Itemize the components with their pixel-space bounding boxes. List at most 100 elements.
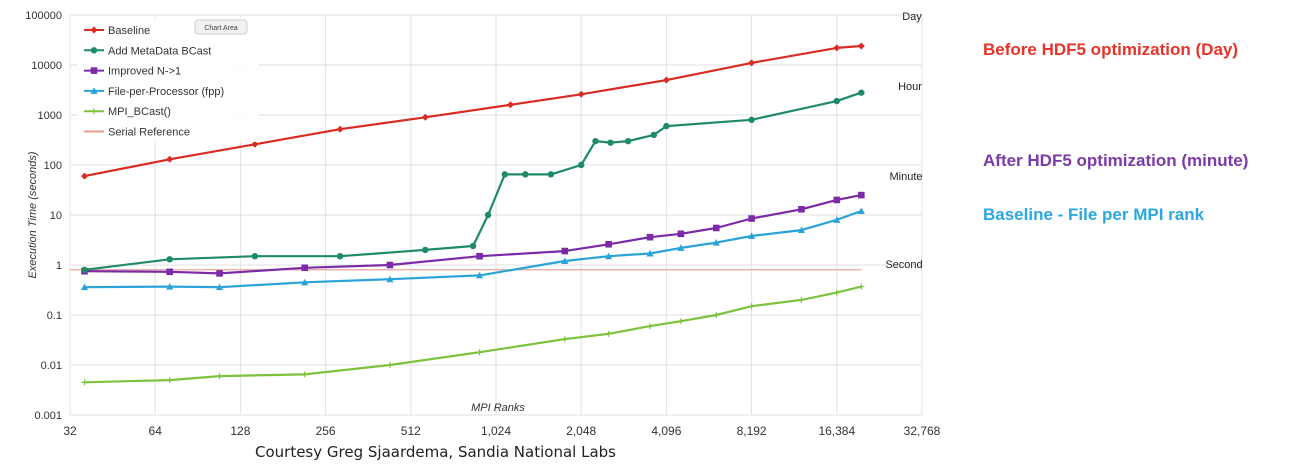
data-point-baseline [421, 113, 429, 121]
data-point-baseline [336, 125, 344, 133]
data-point-add-metadata-bcast [624, 137, 632, 145]
legend-box [78, 18, 258, 142]
data-point-baseline [857, 42, 865, 50]
legend-label: Serial Reference [108, 127, 190, 139]
y-tick-label: 10 [50, 210, 62, 222]
chart-area-tag [194, 19, 248, 35]
data-point-improved-n-1 [712, 224, 720, 232]
data-point-add-metadata-bcast [501, 171, 509, 178]
reference-label-second: Second [885, 259, 922, 271]
y-tick-label: 1000 [38, 110, 62, 122]
legend-label: File-per-Processor (fpp) [108, 86, 224, 98]
data-point-improved-n-1 [476, 252, 483, 260]
data-point-add-metadata-bcast [578, 161, 585, 169]
legend-marker [90, 87, 98, 94]
data-point-add-metadata-bcast [251, 252, 259, 260]
data-point-improved-n-1 [386, 261, 394, 269]
data-point-baseline [833, 44, 841, 52]
reference-label-minute: Minute [889, 171, 922, 183]
data-point-file-per-processor-fpp [748, 232, 756, 240]
data-point-add-metadata-bcast [81, 266, 88, 274]
reference-label-hour: Hour [898, 81, 922, 93]
data-point-add-metadata-bcast [833, 97, 840, 105]
x-tick-label: 256 [316, 424, 336, 438]
y-tick-label: 0.01 [41, 360, 62, 372]
annotation-after: After HDF5 optimization (minute) [983, 151, 1249, 170]
data-point-add-metadata-bcast [748, 116, 755, 124]
data-point-improved-n-1 [166, 268, 173, 276]
data-point-add-metadata-bcast [522, 171, 529, 178]
data-point-improved-n-1 [646, 233, 654, 241]
data-point-improved-n-1 [677, 230, 685, 238]
data-point-file-per-processor-fpp [166, 282, 174, 290]
data-point-file-per-processor-fpp [857, 207, 865, 215]
x-axis-label: MPI Ranks [471, 402, 525, 414]
data-point-improved-n-1 [216, 270, 223, 277]
data-point-file-per-processor-fpp [215, 283, 224, 291]
y-tick-label: 100000 [25, 10, 62, 22]
y-tick-label: 0.1 [47, 310, 62, 322]
legend-label: Baseline [108, 25, 150, 37]
legend-label: Add MetaData BCast [108, 45, 211, 57]
data-point-add-metadata-bcast [336, 252, 344, 260]
data-point-file-per-processor-fpp [797, 226, 806, 234]
legend-marker [90, 47, 98, 54]
y-axis-label: Execution Time (seconds) [27, 151, 39, 278]
data-point-add-metadata-bcast [650, 131, 658, 139]
data-point-improved-n-1 [798, 206, 805, 213]
x-tick-label: 1,024 [481, 424, 511, 438]
data-point-add-metadata-bcast [469, 242, 477, 250]
data-point-add-metadata-bcast [547, 171, 555, 178]
data-point-baseline [251, 140, 259, 148]
data-point-add-metadata-bcast [422, 246, 429, 254]
x-tick-label: 16,384 [818, 424, 855, 438]
data-point-add-metadata-bcast [592, 137, 599, 145]
data-point-baseline [166, 155, 174, 163]
data-point-file-per-processor-fpp [561, 257, 569, 265]
x-tick-label: 32 [63, 424, 77, 438]
legend-marker [90, 67, 98, 74]
data-point-baseline [577, 90, 585, 98]
data-point-improved-n-1 [561, 247, 569, 255]
chart-area-tag-label: Chart Area [204, 25, 238, 32]
y-tick-label: 1 [56, 260, 62, 272]
data-point-file-per-processor-fpp [712, 239, 720, 246]
data-point-add-metadata-bcast [663, 122, 670, 130]
chart-area: 32 64 128 256 512 1,024 2,048 4,096 8,192 16,384 3… [25, 10, 941, 438]
data-point-file-per-processor-fpp [646, 249, 654, 257]
data-point-baseline [748, 59, 756, 67]
x-tick-label: 8,192 [737, 424, 767, 438]
data-point-improved-n-1 [833, 196, 841, 204]
data-point-add-metadata-bcast [484, 211, 492, 219]
data-point-file-per-processor-fpp [605, 252, 613, 260]
data-point-file-per-processor-fpp [80, 283, 89, 291]
x-tick-label: 512 [401, 424, 421, 438]
legend: Baseline Add MetaData BCast Improved N->1 F… [78, 18, 258, 142]
credit-text: Courtesy Greg Sjaardema, Sandia National… [255, 443, 616, 461]
data-point-improved-n-1 [605, 240, 612, 248]
x-tick-label: 2,048 [566, 424, 596, 438]
legend-label: MPI_BCast() [108, 106, 171, 118]
x-tick-label: 64 [149, 424, 163, 438]
y-tick-label: 100 [44, 160, 62, 172]
y-tick-label: 0.001 [34, 410, 62, 422]
data-point-file-per-processor-fpp [475, 271, 484, 279]
data-point-add-metadata-bcast [858, 89, 865, 96]
data-point-baseline [662, 76, 670, 84]
execution-time-chart: 32 64 128 256 512 1,024 2,048 4,096 8,192 16,384 3… [25, 10, 941, 438]
data-point-add-metadata-bcast [607, 139, 614, 146]
data-point-improved-n-1 [858, 191, 865, 199]
legend-marker [90, 26, 98, 34]
data-point-baseline [80, 172, 88, 180]
x-tick-label: 4,096 [651, 424, 681, 438]
x-tick-label: 32,768 [904, 424, 941, 438]
y-tick-label: 10000 [31, 60, 62, 72]
reference-label-day: Day [902, 11, 922, 23]
data-point-file-per-processor-fpp [677, 244, 685, 251]
annotation-baseline: Baseline - File per MPI rank [983, 205, 1205, 224]
legend-label: Improved N->1 [108, 66, 181, 78]
data-point-file-per-processor-fpp [386, 275, 394, 283]
data-point-improved-n-1 [748, 215, 755, 222]
data-point-improved-n-1 [301, 264, 309, 272]
data-point-file-per-processor-fpp [301, 278, 309, 286]
